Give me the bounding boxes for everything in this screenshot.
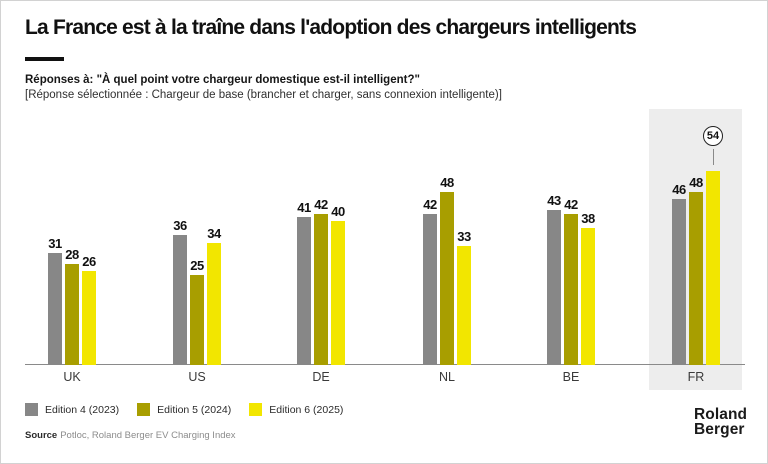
subtitle-question: Réponses à: "À quel point votre chargeur… bbox=[25, 74, 420, 86]
bar-value-label: 38 bbox=[581, 211, 595, 226]
title-accent-bar bbox=[25, 57, 64, 61]
bar-nl-2 bbox=[440, 192, 454, 365]
bar-value-label: 34 bbox=[207, 226, 221, 241]
source-text: Potloc, Roland Berger EV Charging Index bbox=[60, 430, 236, 441]
bar-nl-3 bbox=[457, 246, 471, 365]
bar-value-label: 28 bbox=[65, 247, 79, 262]
bar-us-2 bbox=[190, 275, 204, 365]
legend-label: Edition 5 (2024) bbox=[157, 403, 232, 416]
bar-value-label: 43 bbox=[547, 193, 561, 208]
bar-uk-2 bbox=[65, 264, 79, 365]
logo-line-2: Berger bbox=[694, 421, 745, 438]
x-axis-label-nl: NL bbox=[439, 370, 455, 384]
bar-value-label: 48 bbox=[440, 175, 454, 190]
x-axis-line bbox=[25, 364, 745, 365]
bar-fr-3 bbox=[706, 171, 720, 365]
source-note: Source Potloc, Roland Berger EV Charging … bbox=[25, 430, 236, 441]
circled-value-annotation: 54 bbox=[703, 126, 723, 146]
bar-value-label: 31 bbox=[48, 236, 62, 251]
roland-berger-logo: Roland Berger bbox=[694, 406, 748, 438]
legend-item: Edition 6 (2025) bbox=[249, 403, 343, 416]
legend-swatch bbox=[25, 403, 38, 416]
bar-de-2 bbox=[314, 214, 328, 365]
bar-value-label: 33 bbox=[457, 229, 471, 244]
annotation-connector-line bbox=[712, 149, 714, 165]
x-axis-label-uk: UK bbox=[63, 370, 81, 384]
bar-be-2 bbox=[564, 214, 578, 365]
bar-value-label: 42 bbox=[564, 197, 578, 212]
bar-us-3 bbox=[207, 243, 221, 365]
bar-value-label: 26 bbox=[82, 254, 96, 269]
bar-uk-1 bbox=[48, 253, 62, 365]
page-title: La France est à la traîne dans l'adoptio… bbox=[25, 16, 637, 39]
legend-swatch bbox=[249, 403, 263, 416]
bar-de-3 bbox=[331, 221, 345, 365]
legend-item: Edition 5 (2024) bbox=[137, 403, 231, 416]
x-axis-label-us: US bbox=[188, 370, 206, 384]
logo-line-1: Roland bbox=[694, 406, 748, 423]
bar-value-label: 40 bbox=[331, 204, 345, 219]
bar-be-3 bbox=[581, 228, 595, 365]
bar-be-1 bbox=[547, 210, 561, 365]
legend-label: Edition 4 (2023) bbox=[45, 403, 120, 416]
bar-value-label: 41 bbox=[297, 200, 311, 215]
x-axis-label-de: DE bbox=[312, 370, 330, 384]
bar-value-label: 48 bbox=[689, 175, 703, 190]
bar-uk-3 bbox=[82, 271, 96, 365]
x-axis-label-be: BE bbox=[562, 370, 580, 384]
x-axis-label-fr: FR bbox=[687, 370, 705, 384]
bar-value-label: 25 bbox=[190, 258, 204, 273]
bar-value-label: 36 bbox=[173, 218, 187, 233]
bar-us-1 bbox=[173, 235, 187, 365]
legend-label: Edition 6 (2025) bbox=[269, 403, 344, 416]
bar-nl-1 bbox=[423, 214, 437, 365]
bar-value-label: 46 bbox=[672, 182, 686, 197]
chart-legend: Edition 4 (2023) Edition 5 (2024) Edition … bbox=[25, 403, 343, 416]
subtitle-selected-response: [Réponse sélectionnée : Chargeur de base… bbox=[25, 89, 502, 101]
bar-de-1 bbox=[297, 217, 311, 365]
source-label: Source bbox=[25, 430, 58, 441]
legend-swatch bbox=[137, 403, 151, 416]
bar-fr-2 bbox=[689, 192, 703, 365]
legend-item: Edition 4 (2023) bbox=[25, 403, 119, 416]
bar-value-label: 42 bbox=[423, 197, 437, 212]
bar-fr-1 bbox=[672, 199, 686, 365]
bar-value-label: 42 bbox=[314, 197, 328, 212]
